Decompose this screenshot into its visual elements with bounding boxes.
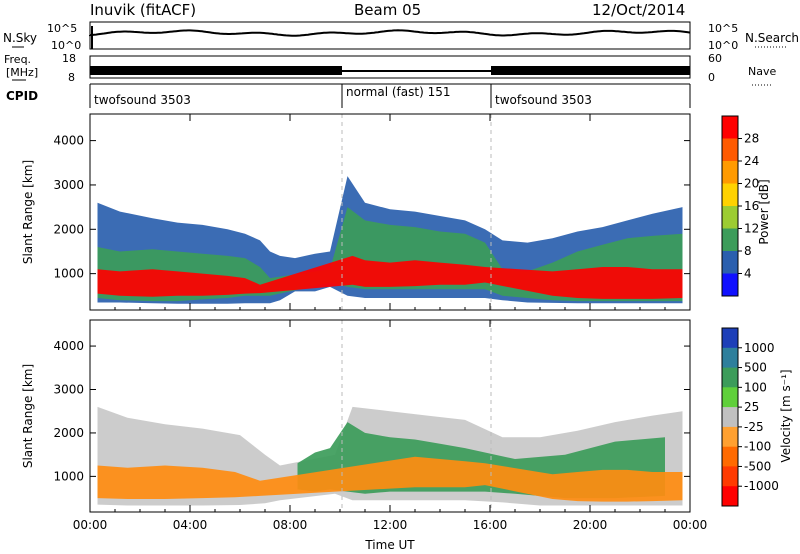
velocity-panel: 1000 2000 3000 4000 00:00 04:00 08:00 12:00 16:… — [21, 319, 708, 552]
freq-tick-top: 18 — [62, 52, 76, 65]
cpid-label: CPID — [6, 89, 38, 103]
y-tick-label: 4000 — [53, 134, 84, 148]
cpid-mode-1: twofsound 3503 — [94, 93, 191, 107]
colorbar-tick-label: 1000 — [744, 341, 775, 355]
colorbar-tick-label: -100 — [744, 440, 771, 454]
velocity-xlabel: Time UT — [364, 538, 415, 552]
y-tick-label: 4000 — [53, 339, 84, 353]
colorbar-tick-label: -1000 — [744, 479, 779, 493]
freq-label: Freq. — [4, 53, 31, 66]
colorbar-tick-label: 500 — [744, 361, 767, 375]
velocity-x-ticks: 00:00 04:00 08:00 12:00 16:00 20:00 00:00 — [73, 320, 708, 532]
nsky-trace — [89, 26, 691, 49]
velocity-band-orange — [97, 456, 683, 502]
freq-tick-bottom: 8 — [68, 71, 75, 84]
nave-tick-top: 60 — [708, 52, 722, 65]
nsky-tick-top: 10^5 — [47, 22, 77, 35]
power-y-ticks: 1000 2000 3000 4000 — [53, 134, 690, 281]
x-tick-label: 04:00 — [173, 518, 208, 532]
colorbar-swatch — [722, 328, 738, 349]
power-band-high — [97, 255, 683, 299]
freq-band-1 — [90, 66, 342, 75]
x-tick-label: 00:00 — [673, 518, 708, 532]
nsky-tick-bottom: 10^0 — [51, 39, 81, 52]
beam-title: Beam 05 — [354, 1, 421, 19]
nsearch-label: N.Search — [745, 31, 799, 45]
x-tick-label: 08:00 — [273, 518, 308, 532]
colorbar-swatch — [722, 367, 738, 388]
colorbar-tick-label: 24 — [744, 154, 759, 168]
date-title: 12/Oct/2014 — [592, 1, 685, 19]
velocity-y-ticks: 1000 2000 3000 4000 — [53, 339, 690, 483]
velocity-data-layers — [97, 406, 683, 506]
colorbar-swatch — [722, 206, 738, 229]
y-tick-label: 1000 — [53, 469, 84, 483]
colorbar-tick-label: -25 — [744, 420, 764, 434]
y-tick-label: 1000 — [53, 267, 84, 281]
cpid-mode-3: twofsound 3503 — [495, 93, 592, 107]
colorbar-tick-label: 20 — [744, 177, 759, 191]
freq-band-3 — [491, 66, 690, 75]
colorbar-tick-label: -500 — [744, 459, 771, 473]
colorbar-frame — [721, 327, 739, 507]
colorbar-swatch — [722, 138, 738, 162]
colorbar-swatch — [722, 407, 738, 428]
x-tick-label: 20:00 — [573, 518, 608, 532]
velocity-ylabel: Slant Range [km] — [21, 364, 35, 468]
velocity-colorbar-label: Velocity [m s⁻¹] — [779, 369, 793, 462]
colorbar-tick-label: 100 — [744, 380, 767, 394]
colorbar-swatch — [722, 251, 738, 274]
freq-band-2 — [342, 70, 491, 72]
y-tick-label: 3000 — [53, 383, 84, 397]
colorbar-tick-label: 4 — [744, 267, 752, 281]
nsearch-tick-top: 10^5 — [708, 22, 738, 35]
nsky-line — [89, 29, 691, 37]
power-panel: 1000 2000 3000 4000 Slant Range [km] — [21, 113, 691, 311]
nsearch-tick-bottom: 10^0 — [708, 39, 738, 52]
power-data-layers — [97, 176, 683, 304]
colorbar-swatch — [722, 116, 738, 139]
nsky-strip-frame — [89, 21, 691, 50]
power-ylabel: Slant Range [km] — [21, 160, 35, 264]
nave-tick-bottom: 0 — [708, 71, 715, 84]
colorbar-swatch — [722, 273, 738, 297]
freq-unit-label: [MHz] — [6, 66, 38, 79]
cpid-mode-2: normal (fast) 151 — [346, 85, 450, 99]
colorbar-swatch — [722, 183, 738, 207]
velocity-colorbar: 1000 500 100 25 -25 -100 -500 -1000 — [721, 327, 779, 507]
colorbar-swatch — [722, 228, 738, 252]
x-tick-label: 00:00 — [73, 518, 108, 532]
colorbar-swatch — [722, 161, 738, 184]
power-colorbar-label: Power [dB] — [757, 179, 771, 244]
colorbar-tick-label: 8 — [744, 244, 752, 258]
colorbar-swatch — [722, 466, 738, 487]
nave-label: Nave — [748, 65, 776, 78]
power-x-ticks — [89, 114, 691, 310]
nsky-label: N.Sky — [3, 31, 37, 45]
y-tick-label: 2000 — [53, 222, 84, 236]
colorbar-swatch — [722, 426, 738, 448]
colorbar-tick-label: 16 — [744, 199, 759, 213]
colorbar-swatch — [722, 486, 738, 507]
y-tick-label: 2000 — [53, 426, 84, 440]
x-tick-label: 12:00 — [373, 518, 408, 532]
y-tick-label: 3000 — [53, 178, 84, 192]
power-colorbar: 28 24 20 16 12 8 4 — [721, 115, 759, 297]
station-title: Inuvik (fitACF) — [90, 1, 196, 19]
colorbar-tick-label: 25 — [744, 400, 759, 414]
colorbar-tick-label: 28 — [744, 132, 759, 146]
x-tick-label: 16:00 — [473, 518, 508, 532]
colorbar-swatch — [722, 347, 738, 369]
colorbar-swatch — [722, 387, 738, 408]
colorbar-swatch — [722, 446, 738, 467]
colorbar-tick-label: 12 — [744, 222, 759, 236]
